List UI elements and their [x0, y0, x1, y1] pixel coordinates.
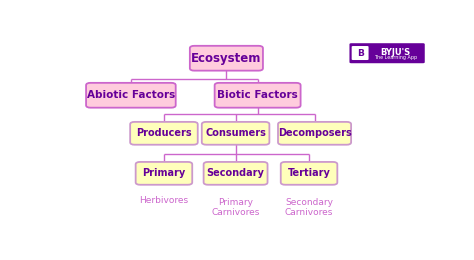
FancyBboxPatch shape: [190, 46, 263, 71]
Text: Abiotic Factors: Abiotic Factors: [87, 90, 175, 100]
Text: Primary: Primary: [142, 168, 185, 178]
FancyBboxPatch shape: [278, 122, 351, 145]
Text: Ecosystem: Ecosystem: [191, 52, 262, 65]
FancyBboxPatch shape: [204, 162, 267, 185]
Text: B: B: [356, 49, 364, 57]
Text: The Learning App: The Learning App: [374, 55, 417, 60]
Text: Decomposers: Decomposers: [278, 128, 351, 138]
FancyBboxPatch shape: [281, 162, 337, 185]
Text: Tertiary: Tertiary: [288, 168, 330, 178]
Text: Producers: Producers: [136, 128, 192, 138]
FancyBboxPatch shape: [130, 122, 198, 145]
FancyBboxPatch shape: [86, 83, 176, 108]
Text: Consumers: Consumers: [205, 128, 266, 138]
FancyBboxPatch shape: [136, 162, 192, 185]
Text: BYJU'S: BYJU'S: [380, 48, 410, 56]
Text: Primary
Carnivores: Primary Carnivores: [211, 198, 260, 217]
FancyBboxPatch shape: [202, 122, 269, 145]
Text: Herbivores: Herbivores: [139, 196, 189, 205]
Text: Secondary: Secondary: [207, 168, 264, 178]
FancyBboxPatch shape: [352, 46, 369, 60]
FancyBboxPatch shape: [349, 43, 425, 63]
Text: Biotic Factors: Biotic Factors: [217, 90, 298, 100]
Text: Secondary
Carnivores: Secondary Carnivores: [285, 198, 333, 217]
FancyBboxPatch shape: [215, 83, 301, 108]
